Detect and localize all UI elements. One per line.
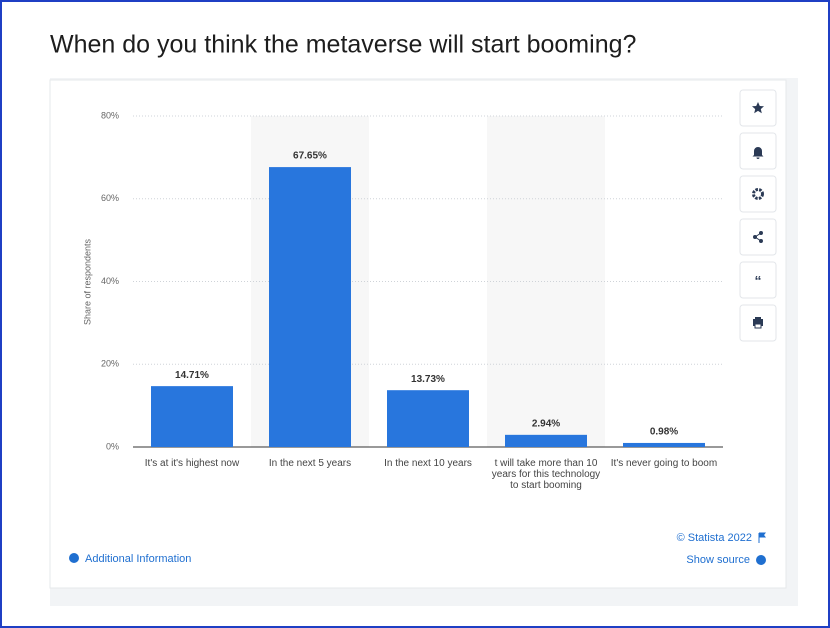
card — [49, 79, 787, 589]
y-tick-label: 0% — [106, 441, 119, 451]
value-label: 13.73% — [411, 374, 445, 385]
bar — [505, 434, 587, 447]
bar — [269, 167, 351, 447]
bell-button[interactable] — [739, 132, 777, 170]
bar — [623, 442, 705, 447]
value-label: 2.94% — [532, 418, 560, 429]
star-button[interactable] — [739, 89, 777, 127]
source-icon — [756, 555, 766, 565]
band-shade — [487, 116, 605, 447]
toolbar: “ — [739, 89, 777, 342]
info-icon — [69, 553, 79, 563]
cite-button[interactable]: “ — [739, 261, 777, 299]
value-label: 0.98% — [650, 427, 678, 438]
y-tick-label: 60% — [101, 193, 119, 203]
settings-button[interactable] — [739, 175, 777, 213]
bar — [387, 390, 469, 447]
svg-text:“: “ — [755, 273, 762, 289]
value-label: 67.65% — [293, 151, 327, 162]
x-tick-label: In the next 5 years — [268, 458, 352, 469]
flag-icon — [758, 532, 766, 543]
y-axis-label: Share of respondents — [82, 238, 92, 325]
print-button[interactable] — [739, 304, 777, 342]
show-source-link[interactable]: Show source — [686, 554, 750, 566]
x-tick-label: It's never going to boom — [610, 458, 718, 469]
chart-title: When do you think the metaverse will sta… — [50, 31, 636, 59]
x-tick-label: It's at it's highest now — [144, 458, 240, 469]
y-tick-label: 20% — [101, 359, 119, 369]
x-tick-label: t will take more than 10 years for this … — [491, 458, 601, 491]
additional-info-link[interactable]: Additional Information — [85, 553, 191, 565]
share-button[interactable] — [739, 218, 777, 256]
bar — [151, 386, 233, 447]
x-tick-label: In the next 10 years — [384, 458, 472, 469]
y-tick-label: 80% — [101, 110, 119, 120]
copyright: © Statista 2022 — [677, 532, 752, 544]
y-tick-label: 40% — [101, 276, 119, 286]
value-label: 14.71% — [175, 370, 209, 381]
